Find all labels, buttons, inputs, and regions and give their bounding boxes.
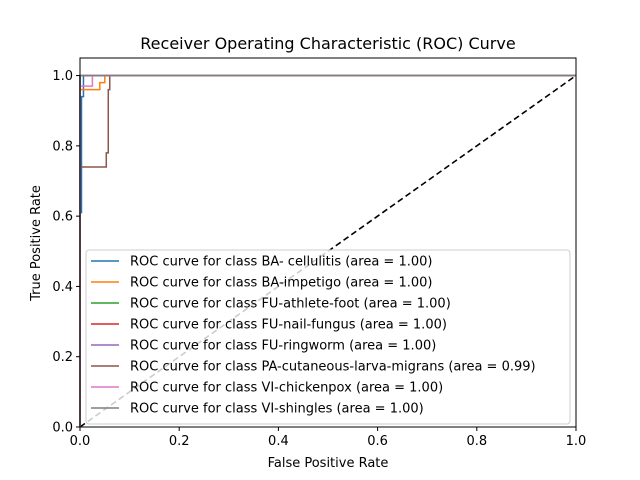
x-tick-label: 0.2: [169, 434, 190, 449]
x-axis-label: False Positive Rate: [268, 456, 389, 471]
legend-box: [85, 249, 571, 425]
legend: ROC curve for class BA- cellulitis (area…: [85, 249, 571, 425]
x-tick-label: 0.4: [268, 434, 289, 449]
legend-entry-6: ROC curve for class VI-chickenpox (area …: [130, 381, 443, 396]
y-axis-label: True Positive Rate: [29, 185, 44, 302]
legend-entry-4: ROC curve for class FU-ringworm (area = …: [130, 339, 436, 354]
x-tick-label: 0.8: [466, 434, 487, 449]
y-tick-label: 1.0: [52, 69, 73, 84]
x-tick-label: 1.0: [566, 434, 587, 449]
legend-entry-2: ROC curve for class FU-athlete-foot (are…: [130, 297, 451, 312]
y-tick-label: 0.0: [52, 421, 73, 436]
chart-title: Receiver Operating Characteristic (ROC) …: [140, 34, 515, 53]
reference-diagonal-line: [79, 74, 577, 428]
legend-entry-7: ROC curve for class VI-shingles (area = …: [130, 402, 424, 417]
plot-area: 0.0 0.2 0.4 0.6 0.8 1.0 0.0 0.2 0.4 0.6 0.8 1.0: [52, 57, 587, 449]
legend-entry-5: ROC curve for class PA-cutaneous-larva-m…: [130, 360, 536, 375]
y-tick-label: 0.8: [52, 139, 73, 154]
y-tick-label: 0.4: [52, 280, 73, 295]
legend-entry-3: ROC curve for class FU-nail-fungus (area…: [130, 318, 447, 333]
axes-frame: [79, 57, 577, 428]
x-tick-label: 0.0: [70, 434, 91, 449]
y-tick-label: 0.2: [52, 350, 73, 365]
legend-entry-0: ROC curve for class BA- cellulitis (area…: [130, 255, 432, 270]
series-line-5: [79, 74, 576, 427]
x-tick-label: 0.6: [367, 434, 388, 449]
y-tick-label: 0.6: [52, 210, 73, 225]
legend-entry-1: ROC curve for class BA-impetigo (area = …: [130, 276, 432, 291]
